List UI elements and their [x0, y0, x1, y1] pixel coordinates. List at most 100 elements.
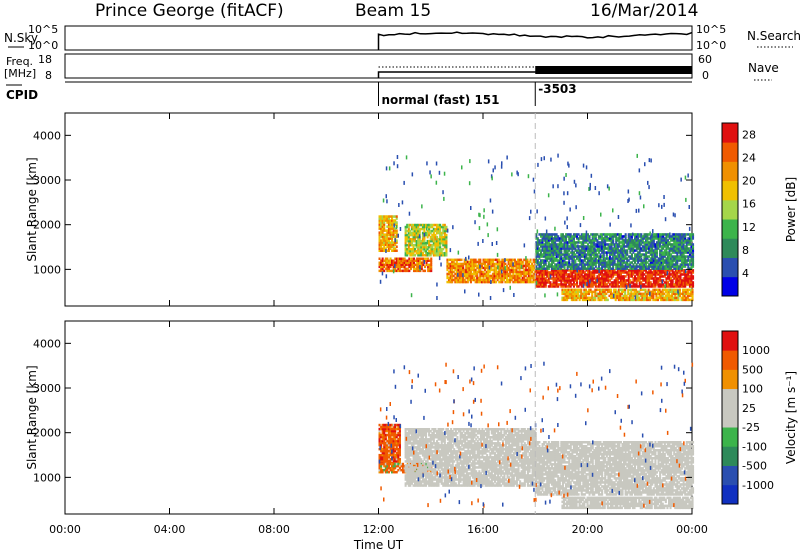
- power-cell: [590, 275, 593, 278]
- power-cell: [426, 239, 429, 243]
- power-point: [600, 212, 602, 217]
- power-point: [639, 195, 642, 200]
- power-cell: [465, 262, 468, 266]
- power-cell: [448, 272, 451, 276]
- power-cell: [421, 235, 424, 239]
- power-point: [418, 234, 421, 239]
- power-cell: [418, 243, 421, 247]
- power-point: [556, 292, 559, 297]
- power-cell: [577, 265, 580, 268]
- power-cell: [392, 249, 395, 253]
- power-cell: [543, 255, 546, 258]
- power-cell: [466, 270, 469, 274]
- power-cell: [410, 254, 413, 257]
- power-cell: [671, 275, 674, 278]
- power-cell: [448, 278, 451, 282]
- power-cell: [507, 278, 510, 282]
- power-cell: [391, 217, 394, 220]
- power-cell: [580, 243, 583, 246]
- power-point: [385, 249, 387, 253]
- power-cell: [652, 269, 655, 272]
- power-cell: [560, 239, 563, 242]
- power-cell: [460, 276, 463, 280]
- power-cell: [501, 258, 504, 262]
- power-cell: [526, 268, 529, 272]
- power-cell: [513, 276, 516, 280]
- power-cell: [547, 265, 550, 268]
- power-cell: [499, 266, 502, 270]
- power-cell: [550, 233, 553, 236]
- power-cell: [655, 277, 658, 280]
- power-cell: [685, 275, 688, 278]
- power-cell: [538, 243, 541, 246]
- power-cell: [579, 273, 582, 276]
- power-point: [566, 225, 568, 230]
- power-cell: [378, 215, 381, 218]
- power-cell: [591, 253, 594, 256]
- power-cell: [582, 233, 585, 236]
- power-point: [544, 216, 547, 221]
- power-cell: [389, 269, 392, 273]
- power-cell: [561, 243, 564, 246]
- power-cell: [546, 273, 549, 276]
- power-cell: [590, 245, 593, 248]
- power-cell: [607, 275, 610, 278]
- power-cell: [392, 245, 395, 249]
- power-cell: [571, 249, 574, 252]
- power-cell: [380, 231, 383, 234]
- power-cell: [624, 269, 627, 272]
- power-cell: [428, 254, 431, 257]
- power-cell: [554, 235, 557, 238]
- power-cell: [597, 263, 600, 266]
- power-cell: [436, 237, 439, 241]
- power-cell: [521, 278, 524, 282]
- power-point: [504, 266, 506, 271]
- power-cell: [395, 259, 398, 263]
- power-cell: [429, 247, 432, 251]
- power-cell: [454, 258, 457, 262]
- power-cell: [509, 262, 512, 266]
- power-cell: [477, 262, 480, 266]
- power-cell: [416, 269, 419, 273]
- power-cell: [641, 275, 644, 278]
- power-point: [477, 241, 479, 246]
- power-cell: [544, 233, 547, 236]
- power-cell: [543, 249, 546, 252]
- power-cell: [485, 266, 488, 270]
- power-cell: [469, 276, 472, 280]
- power-cell: [566, 267, 569, 270]
- power-cell: [663, 271, 666, 274]
- power-cell: [574, 249, 577, 252]
- power-cell: [685, 273, 688, 276]
- power-cell: [513, 280, 516, 284]
- power-cell: [646, 281, 649, 284]
- power-cell: [585, 261, 588, 264]
- power-cell: [391, 263, 394, 267]
- power-cell: [550, 259, 553, 262]
- power-cell: [618, 277, 621, 280]
- power-cell: [673, 283, 676, 286]
- power-cell: [404, 239, 407, 243]
- power-cell: [665, 273, 668, 276]
- power-cell: [590, 271, 593, 274]
- power-cell: [415, 229, 418, 233]
- power-cell: [563, 269, 566, 272]
- power-cell: [547, 243, 550, 246]
- power-cell: [381, 247, 384, 251]
- power-cell: [451, 262, 454, 266]
- power-cell: [383, 241, 386, 244]
- power-cell: [389, 225, 392, 228]
- power-cell: [532, 266, 535, 270]
- power-cell: [663, 273, 666, 276]
- power-cell: [420, 247, 423, 251]
- power-cell: [474, 274, 477, 278]
- power-cell: [421, 225, 424, 229]
- power-cell: [448, 276, 451, 280]
- power-cell: [541, 285, 544, 288]
- power-point: [525, 256, 527, 261]
- power-cell: [541, 233, 544, 236]
- power-point: [651, 234, 653, 239]
- power-cell: [380, 263, 383, 267]
- power-cell: [454, 272, 457, 276]
- power-cell: [468, 278, 471, 282]
